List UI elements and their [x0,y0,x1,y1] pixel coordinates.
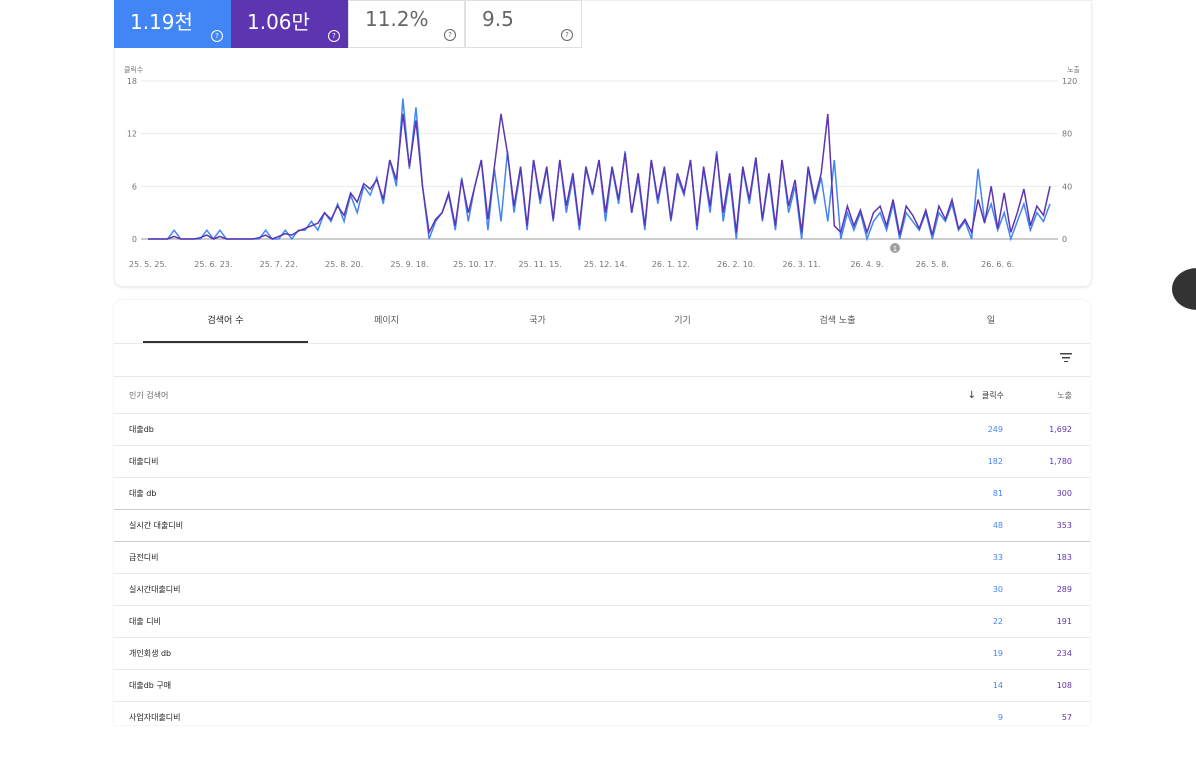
query-cell: 대출디비 [129,457,159,466]
sort-icon[interactable]: ↓ [967,390,976,401]
table-row[interactable]: 급전디비 33 183 [114,541,1090,574]
table-row[interactable]: 대출 디비 22 191 [114,605,1090,638]
query-cell: 급전디비 [129,553,159,562]
table-row[interactable]: 개인회생 db 19 234 [114,637,1090,670]
x-tick-label: 25. 7. 22. [260,260,298,269]
help-icon[interactable]: ? [561,29,573,41]
tab[interactable]: 검색어 수 [207,316,244,326]
tab[interactable]: 기기 [674,316,691,326]
y-tick-label: 0 [132,235,137,244]
tab-indicator [143,341,308,343]
x-tick-label: 26. 3. 11. [783,260,821,269]
card-value: 1.19천 [130,10,193,34]
table-row[interactable]: 대출 db 81 300 [114,477,1090,510]
x-tick-label: 26. 5. 8. [916,260,949,269]
table-row[interactable]: 실시간대출디비 30 289 [114,573,1090,606]
annotation: 1 [893,245,897,253]
y-tick-label: 18 [127,77,137,86]
ctr-card[interactable]: 11.2%? [348,0,465,48]
clicks-cell: 14 [992,681,1003,690]
impressions-cell: 57 [1061,713,1072,722]
x-tick-label: 26. 1. 12. [652,260,690,269]
clicks-cell: 9 [997,713,1003,722]
table-header: 인기 검색어 클릭수 ↓ 노출 [114,376,1090,414]
tab[interactable]: 검색 노출 [819,316,856,326]
header-cell: 노출 [1057,391,1072,400]
card-value: 1.06만 [247,10,310,34]
y2-tick-label: 120 [1062,77,1077,86]
y-tick-label: 12 [127,130,137,139]
y2-tick-label: 40 [1062,182,1072,191]
query-cell: 대출db 구매 [129,681,172,690]
clicks-cell: 249 [987,425,1003,434]
tabs-divider [114,343,1090,344]
clicks-cell: 81 [992,489,1003,498]
x-tick-label: 26. 6. 6. [981,260,1014,269]
y2-tick-label: 80 [1062,130,1072,139]
impressions-cell: 191 [1056,617,1072,626]
clicks-cell: 22 [992,617,1003,626]
y2-axis-title: 노출 [1067,65,1080,74]
card-value: 9.5 [482,7,514,31]
tab[interactable]: 일 [986,316,996,326]
query-cell: 사업자대출디비 [129,713,181,722]
clicks-card[interactable]: 1.19천? [114,0,231,48]
impressions-cell: 289 [1056,585,1072,594]
help-icon[interactable]: ? [444,29,456,41]
impressions-cell: 1,780 [1049,457,1072,466]
card-value: 11.2% [365,7,429,31]
impressions-cell: 353 [1056,521,1072,530]
x-tick-label: 25. 9. 18. [390,260,428,269]
annotation-marker [890,243,900,253]
x-tick-label: 25. 11. 15. [519,260,562,269]
tab[interactable]: 국가 [529,316,546,326]
help-icon[interactable]: ? [328,30,340,42]
query-cell: 개인회생 db [129,649,172,658]
position-card[interactable]: 9.5? [465,0,582,48]
series-line [148,113,1051,240]
x-tick-label: 25. 10. 17. [453,260,496,269]
impressions-cell: 234 [1056,649,1072,658]
table-row[interactable]: 실시간 대출디비 48 353 [114,509,1090,542]
x-tick-label: 26. 4. 9. [850,260,883,269]
impressions-cell: 300 [1056,489,1072,498]
y-axis-title: 클릭수 [124,66,144,74]
chart: 클릭수 노출 0 6 12 18 0 40 80 120 25. 5. 25. 25. 6. 23. 2… [124,65,1081,269]
clicks-cell: 182 [987,457,1003,466]
x-tick-label: 25. 6. 23. [194,260,232,269]
clicks-cell: 30 [992,585,1003,594]
header-cell: 인기 검색어 [129,391,169,400]
help-icon[interactable]: ? [211,30,223,42]
impressions-cell: 183 [1056,553,1072,562]
table-row[interactable]: 사업자대출디비 9 57 [114,701,1090,734]
x-tick-label: 26. 2. 10. [717,260,755,269]
table-row[interactable]: 대출디비 182 1,780 [114,445,1090,478]
clicks-cell: 48 [992,521,1003,530]
table-row[interactable]: 대출db 249 1,692 [114,413,1090,446]
query-cell: 대출 db [129,489,157,498]
y2-tick-label: 0 [1062,235,1067,244]
query-cell: 대출db [129,425,154,434]
clicks-cell: 33 [992,553,1003,562]
chart-panel [114,0,1092,287]
query-cell: 실시간대출디비 [129,585,181,594]
impressions-cell: 108 [1056,681,1072,690]
header-cell: 클릭수 [981,391,1004,400]
impressions-cell: 1,692 [1049,425,1072,434]
tab[interactable]: 페이지 [374,316,399,326]
filter-icon[interactable] [1060,353,1072,362]
query-cell: 대출 디비 [129,617,161,626]
impressions-card[interactable]: 1.06만? [231,0,348,48]
clicks-cell: 19 [992,649,1003,658]
x-tick-label: 25. 12. 14. [584,260,627,269]
x-tick-label: 25. 5. 25. [129,260,167,269]
table-row[interactable]: 대출db 구매 14 108 [114,669,1090,702]
y-tick-label: 6 [132,182,137,191]
x-tick-label: 25. 8. 20. [325,260,363,269]
query-cell: 실시간 대출디비 [129,521,184,530]
